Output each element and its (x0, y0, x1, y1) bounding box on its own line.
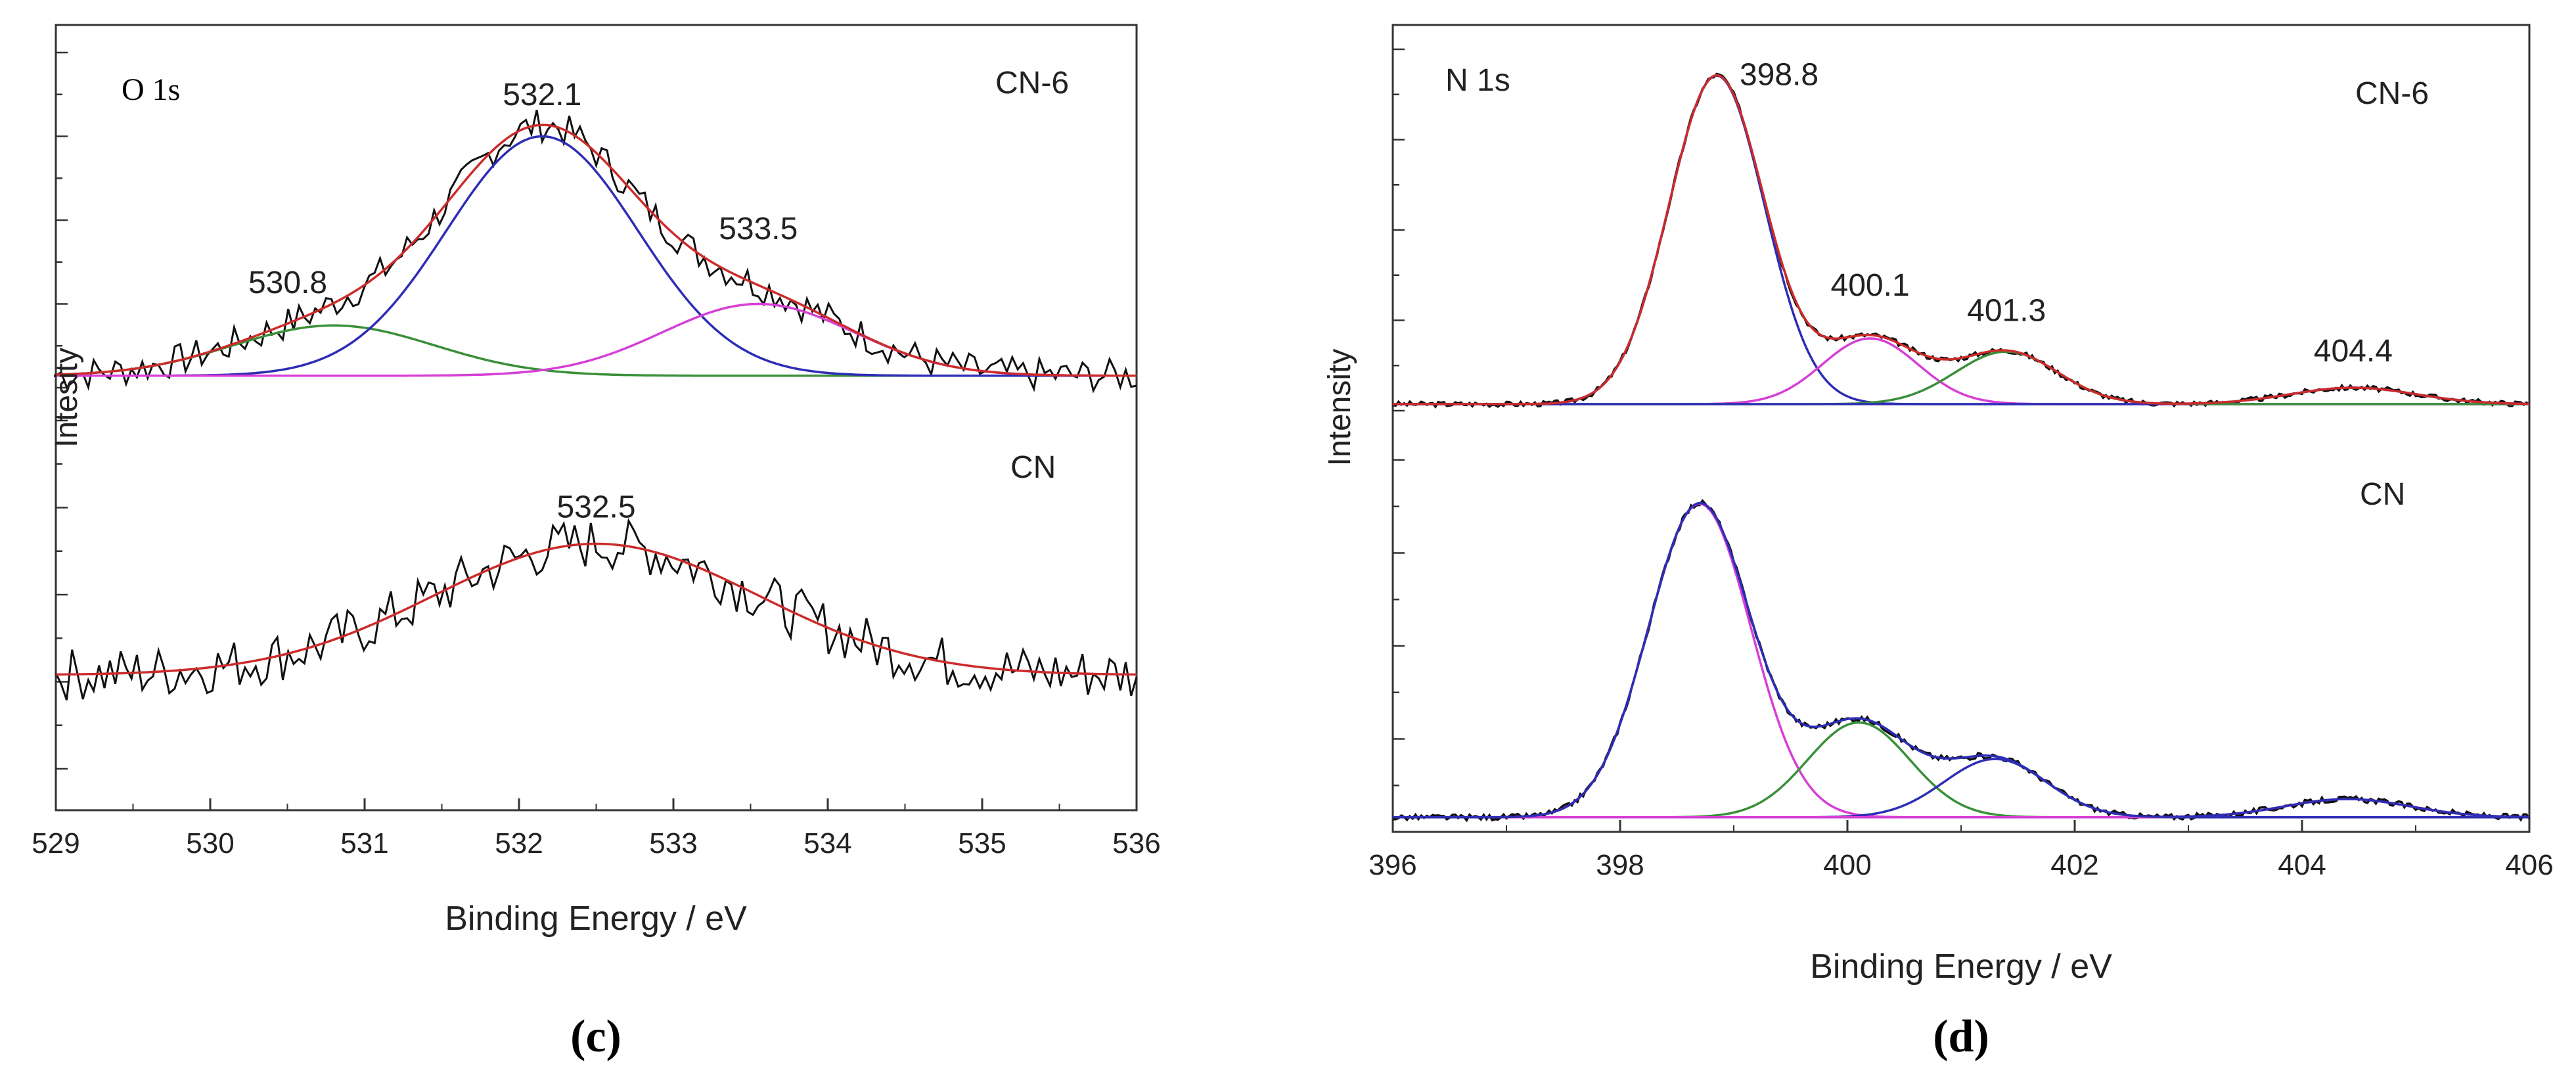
x-tick-label: 531 (340, 827, 388, 859)
panel-c-peak-labels: 530.8 532.1 533.5 532.5 (248, 78, 798, 524)
x-tick-label: 532 (495, 827, 543, 859)
peak-label: 532.5 (556, 490, 635, 525)
panel-d-top-series-label: CN-6 (2355, 76, 2429, 111)
peak-label: 530.8 (248, 265, 327, 300)
panel-d-xlabel: Binding Energy / eV (1810, 948, 2112, 986)
series-CN-6-envelope (55, 124, 1137, 377)
panel-c-curves (55, 110, 1138, 700)
panel-c-top-series-label: CN-6 (995, 66, 1069, 101)
panel-c-letter: (c) (570, 1011, 621, 1062)
x-tick-label: 529 (32, 827, 79, 859)
panel-d-peak-labels: 398.8 400.1 401.3 404.4 (1740, 57, 2393, 369)
peak-label: 533.5 (719, 212, 798, 246)
x-tick-label: 404 (2278, 849, 2326, 881)
panel-c-bottom-series-label: CN (1010, 450, 1056, 485)
series-CN-raw (55, 518, 1138, 700)
panel-d-curves (1392, 72, 2531, 823)
panel-c-ylabel: Intesity (49, 348, 84, 447)
x-tick-label: 534 (803, 827, 851, 859)
series-CN-6-peak-0 (55, 324, 1137, 377)
x-tick-label: 406 (2505, 849, 2553, 881)
x-tick-label: 530 (186, 827, 234, 859)
panel-c-frame (55, 24, 1138, 812)
x-tick-label: 402 (2050, 849, 2098, 881)
x-tick-label: 536 (1112, 827, 1160, 859)
x-tick-label: 400 (1823, 849, 1871, 881)
x-tick-label: 535 (958, 827, 1006, 859)
series-CN-6-envelope (1393, 74, 2529, 405)
panel-d-bottom-series-label: CN (2360, 477, 2405, 512)
panel-c-o1s: 529 530 531 532 533 534 535 536 530.8 532.1 533.5… (32, 24, 1161, 1062)
series-CN-6-raw (55, 110, 1137, 394)
panel-d-frame (1391, 24, 2531, 833)
panel-d-region-label: N 1s (1445, 63, 1510, 98)
series-CN-6-peak-2 (56, 302, 1137, 377)
panel-d-n1s: 396 398 400 402 404 406 398.8400.1401.3404.4 … (1322, 24, 2554, 1062)
series-CN-6-peak-1 (56, 135, 1137, 377)
peak-label: 398.8 (1740, 57, 1819, 92)
x-tick-label: 533 (649, 827, 697, 859)
peak-label: 401.3 (1967, 293, 2046, 328)
peak-label: 532.1 (503, 78, 581, 112)
panel-d-ylabel: Intensity (1322, 349, 1357, 467)
panel-d-letter: (d) (1933, 1011, 1989, 1062)
peak-label: 404.4 (2314, 334, 2393, 369)
panel-d-ticks: 396 398 400 402 404 406 (1368, 48, 2554, 881)
series-CN-peak-0 (56, 542, 1137, 676)
panel-c-ticks: 529 530 531 532 533 534 535 536 (32, 51, 1161, 859)
series-CN-raw (1393, 499, 2531, 823)
series-CN-envelope (1393, 501, 2530, 819)
panel-c-region-label: O 1s (122, 72, 180, 107)
panel-c-xlabel: Binding Energy / eV (445, 900, 747, 938)
peak-label: 400.1 (1831, 268, 1910, 303)
x-tick-label: 398 (1596, 849, 1644, 881)
x-tick-label: 396 (1368, 849, 1416, 881)
